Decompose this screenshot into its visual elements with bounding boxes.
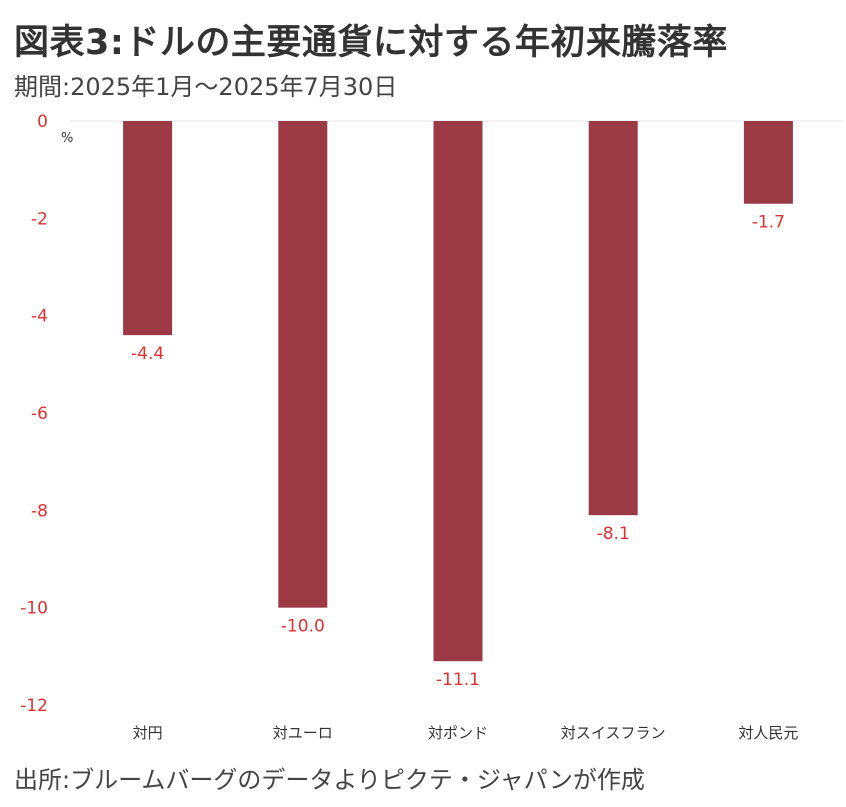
y-tick-label: -4	[31, 307, 48, 327]
y-tick-label: -2	[31, 209, 48, 229]
bar	[123, 121, 173, 336]
data-label: -8.1	[597, 524, 630, 544]
y-tick-label: -12	[20, 696, 48, 716]
chart-subtitle: 期間:2025年1月〜2025年7月30日	[14, 73, 398, 101]
y-tick-label: 0	[37, 112, 48, 132]
category-label: 対ポンド	[428, 724, 488, 742]
data-label: -10.0	[281, 617, 325, 637]
category-label: 対人民元	[738, 724, 798, 742]
bar-chart: 0 -2 -4 -6 -8 -10 -12% -4.4 対円 -10.0 対ユーロ -11.1 対ポン…	[20, 112, 844, 742]
data-label: -4.4	[131, 344, 164, 364]
category-label: 対ユーロ	[273, 724, 333, 742]
bars-layer	[123, 121, 793, 662]
axis-layer: 0 -2 -4 -6 -8 -10 -12%	[20, 112, 844, 716]
source-note: 出所:ブルームバーグのデータよりピクテ・ジャパンが作成	[14, 766, 645, 794]
chart-title: 図表3:ドルの主要通貨に対する年初来騰落率	[14, 23, 728, 63]
category-label: 対円	[133, 724, 163, 742]
y-tick-label: -8	[31, 501, 48, 521]
y-tick-label: -6	[31, 404, 48, 424]
data-label: -1.7	[752, 213, 785, 233]
bar	[433, 121, 483, 662]
data-label: -11.1	[436, 670, 480, 690]
labels-layer: -4.4 対円 -10.0 対ユーロ -11.1 対ポンド -8.1 対スイスフラン -1.7 対…	[131, 213, 798, 742]
bar	[278, 121, 328, 608]
y-unit-label: %	[61, 131, 73, 146]
bar	[743, 121, 793, 204]
category-label: 対スイスフラン	[561, 724, 666, 742]
y-tick-label: -10	[20, 599, 48, 619]
bar	[588, 121, 638, 516]
